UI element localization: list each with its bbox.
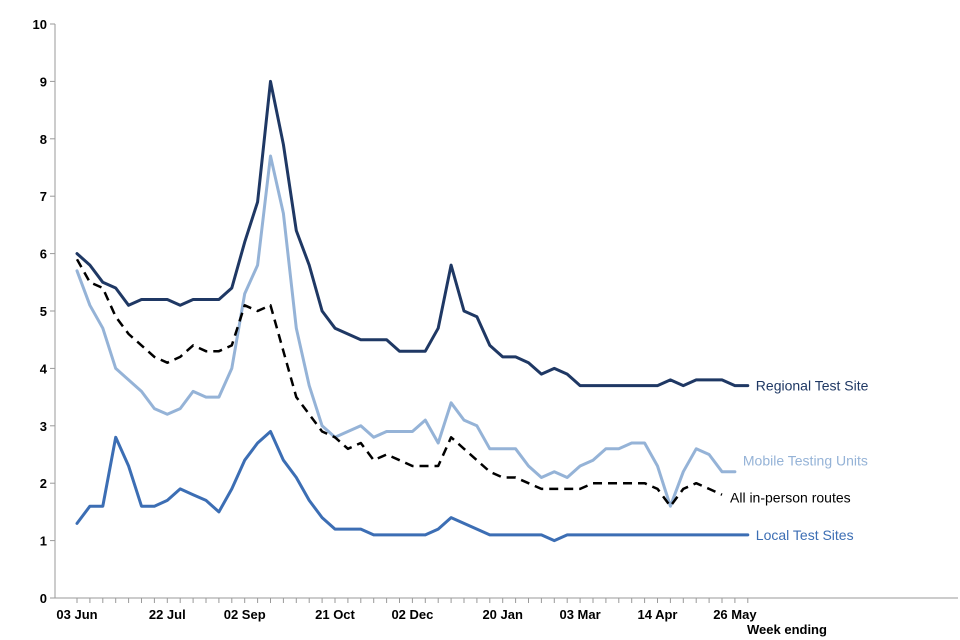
y-tick-label: 3 [40,419,47,434]
x-axis-ticks: 03 Jun 22 Jul 02 Sep 21 Oct 02 Dec 20 Jan 03 M… [56,598,757,622]
x-tick-label: 14 Apr [638,607,678,622]
series-line-local-test-sites [75,430,750,543]
x-tick-label: 02 Dec [391,607,433,622]
x-tick-label: 22 Jul [149,607,186,622]
x-tick-label: 03 Jun [56,607,97,622]
series-label-local-test-sites: Local Test Sites [756,527,854,543]
y-tick-label: 5 [40,304,47,319]
y-axis-ticks: 0 1 2 3 4 5 6 7 8 9 10 [33,17,55,606]
y-tick-label: 6 [40,247,47,262]
series-line-mobile-testing-units [75,154,737,508]
y-tick-label: 4 [40,361,48,376]
axes [54,24,958,599]
y-tick-label: 2 [40,476,47,491]
x-tick-label: 26 May [713,607,757,622]
y-tick-label: 1 [40,534,47,549]
x-tick-label: 20 Jan [482,607,523,622]
y-tick-label: 7 [40,189,47,204]
series-label-regional-test-site: Regional Test Site [756,378,869,394]
series-line-all-in-person-routes [75,258,723,508]
x-axis-title: Week ending [747,622,827,637]
x-tick-label: 21 Oct [315,607,355,622]
y-tick-label: 10 [33,17,47,32]
series-labels: Regional Test Site Mobile Testing Units Al… [730,378,869,543]
y-tick-label: 9 [40,74,47,89]
y-tick-label: 0 [40,591,47,606]
series-lines [75,79,750,543]
x-tick-label: 02 Sep [224,607,266,622]
series-label-all-in-person-routes: All in-person routes [730,490,851,506]
series-line-regional-test-site [75,79,750,388]
series-label-mobile-testing-units: Mobile Testing Units [743,453,868,469]
x-tick-label: 03 Mar [559,607,600,622]
y-tick-label: 8 [40,132,47,147]
